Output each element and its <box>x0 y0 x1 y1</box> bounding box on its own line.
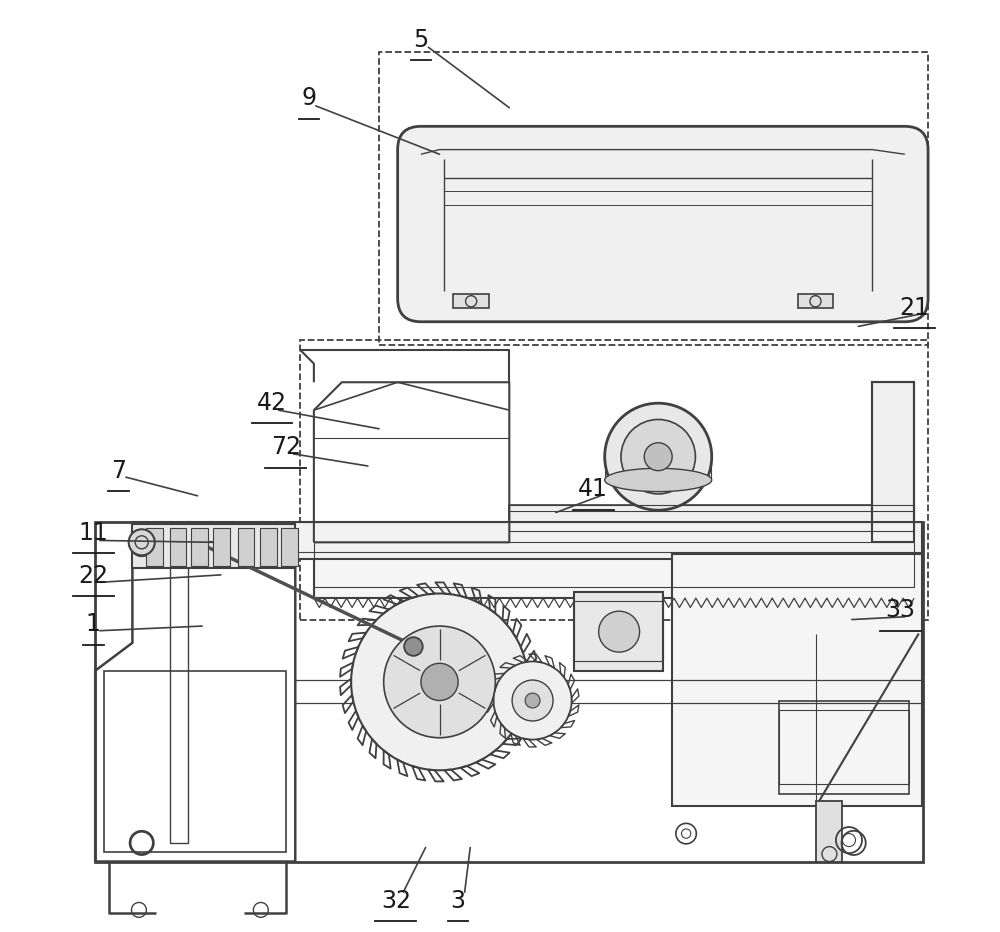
Text: 33: 33 <box>885 598 915 623</box>
Ellipse shape <box>644 443 672 471</box>
Text: 22: 22 <box>78 564 108 588</box>
Bar <box>872 382 914 542</box>
Bar <box>779 710 909 784</box>
Bar <box>132 524 295 569</box>
Text: 72: 72 <box>271 435 301 459</box>
Bar <box>132 522 922 552</box>
Bar <box>816 801 842 861</box>
Text: 32: 32 <box>381 888 411 912</box>
Text: 41: 41 <box>578 477 608 501</box>
Bar <box>170 528 186 566</box>
Circle shape <box>493 662 572 740</box>
Text: 5: 5 <box>413 28 429 52</box>
Ellipse shape <box>605 468 712 491</box>
Bar <box>379 52 928 345</box>
Bar <box>872 382 914 542</box>
Text: 42: 42 <box>257 391 287 415</box>
Text: 9: 9 <box>302 87 317 110</box>
Text: 21: 21 <box>899 295 929 320</box>
Bar <box>509 505 914 531</box>
Bar <box>672 555 922 805</box>
Bar <box>95 522 923 861</box>
Bar <box>453 294 489 308</box>
Bar <box>104 671 286 852</box>
Bar <box>281 528 298 566</box>
Text: 3: 3 <box>451 888 466 912</box>
Circle shape <box>421 664 458 701</box>
Bar <box>798 294 833 308</box>
Circle shape <box>599 611 640 652</box>
Bar <box>191 528 208 566</box>
Bar <box>132 522 922 559</box>
Circle shape <box>512 680 553 721</box>
Bar <box>238 528 254 566</box>
Circle shape <box>351 594 528 771</box>
FancyBboxPatch shape <box>398 127 928 322</box>
Text: 7: 7 <box>111 459 126 483</box>
Circle shape <box>129 529 155 555</box>
Circle shape <box>404 637 423 656</box>
Bar <box>314 542 914 598</box>
Text: 11: 11 <box>78 521 108 545</box>
Bar <box>146 528 163 566</box>
Ellipse shape <box>605 404 712 510</box>
Bar <box>574 601 663 662</box>
Bar <box>574 592 663 671</box>
Ellipse shape <box>621 419 695 494</box>
Bar <box>300 340 928 620</box>
Bar <box>779 701 909 793</box>
Bar <box>170 545 188 843</box>
Circle shape <box>384 626 495 738</box>
Text: 1: 1 <box>86 612 101 637</box>
Bar <box>509 505 914 542</box>
Bar <box>260 528 277 566</box>
Bar <box>213 528 230 566</box>
Circle shape <box>525 693 540 708</box>
Bar <box>314 542 914 587</box>
